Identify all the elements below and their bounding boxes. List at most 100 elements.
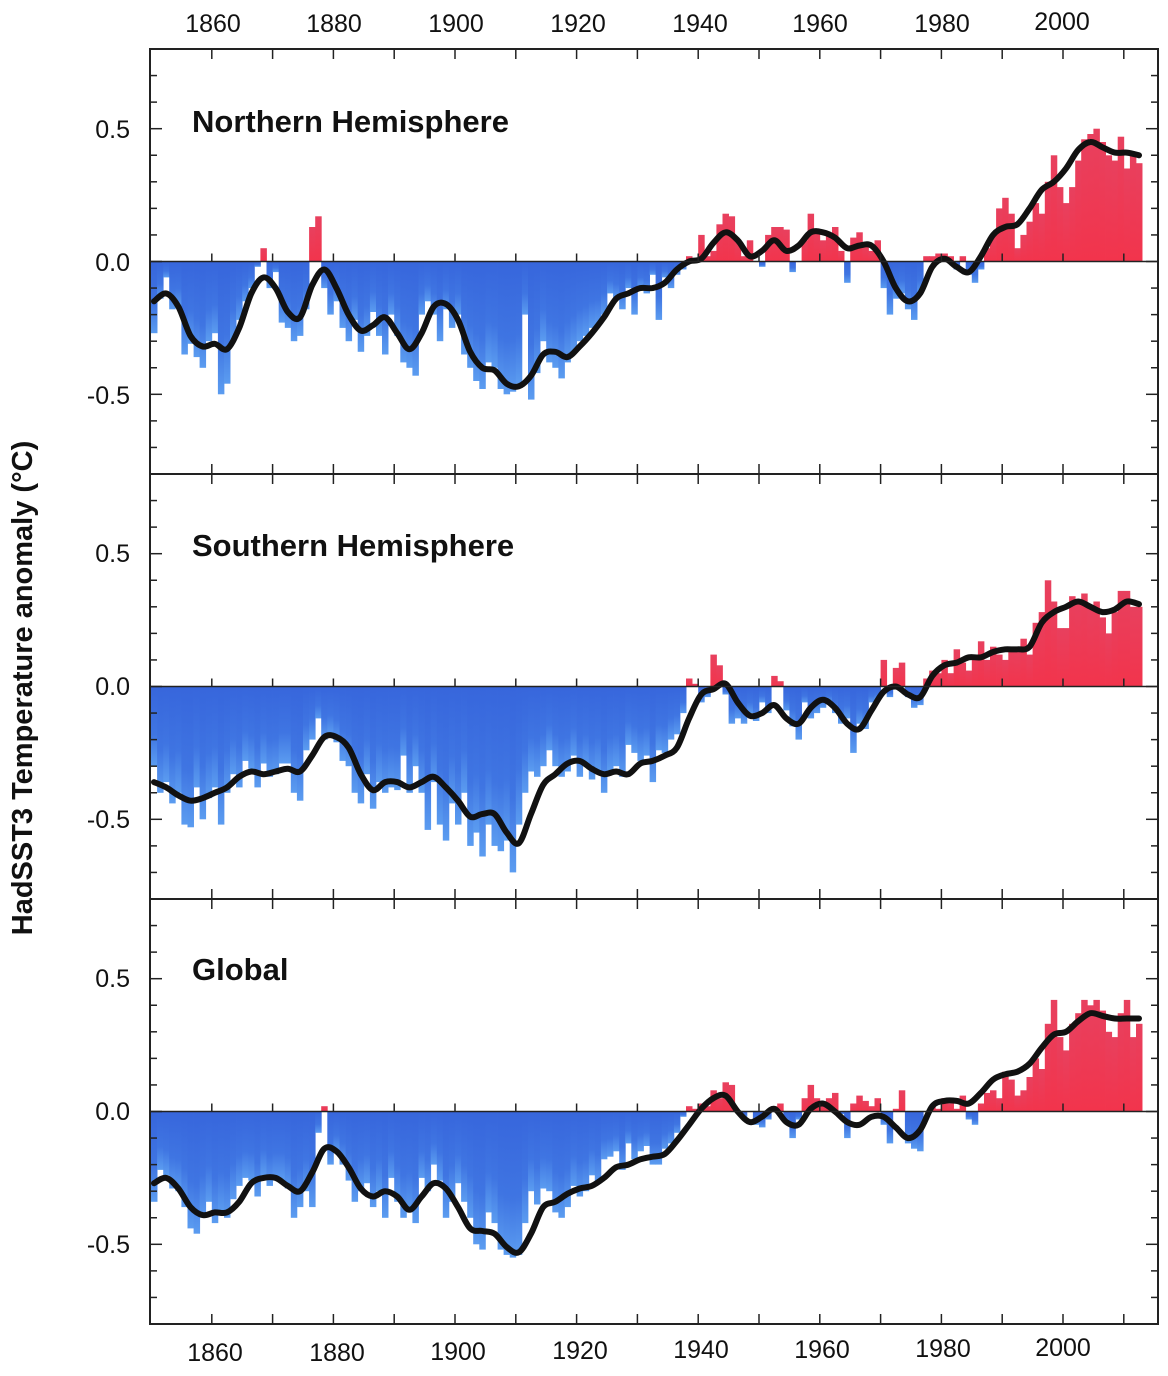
anomaly-bar <box>582 686 590 767</box>
anomaly-bar <box>1038 612 1046 687</box>
anomaly-bar <box>1111 1037 1119 1112</box>
anomaly-bar <box>1093 128 1100 262</box>
anomaly-bar <box>886 261 894 315</box>
anomaly-bar <box>880 261 888 289</box>
anomaly-bar <box>746 686 754 714</box>
anomaly-bar <box>996 654 1003 687</box>
anomaly-bar <box>904 1111 912 1144</box>
anomaly-bar <box>716 1098 723 1112</box>
anomaly-bar <box>199 261 207 368</box>
anomaly-bar <box>777 681 784 687</box>
anomaly-bar <box>394 686 401 791</box>
anomaly-bar <box>479 686 486 857</box>
anomaly-bar <box>655 261 663 320</box>
anomaly-bar <box>795 686 802 740</box>
anomaly-bar <box>977 641 985 687</box>
x-tick-label: 1940 <box>673 1336 729 1364</box>
anomaly-bar <box>625 1111 632 1144</box>
anomaly-bar <box>485 686 492 825</box>
anomaly-bar <box>382 686 389 793</box>
x-tick-label: 1900 <box>430 1338 486 1366</box>
anomaly-bar <box>1075 1013 1082 1112</box>
anomaly-bar <box>479 1111 486 1250</box>
anomaly-bar <box>382 261 389 355</box>
anomaly-bar <box>959 662 967 687</box>
anomaly-bar <box>211 1111 219 1224</box>
anomaly-bar <box>862 1100 869 1112</box>
anomaly-bar <box>607 686 614 772</box>
anomaly-bar <box>321 261 328 289</box>
anomaly-bar <box>564 1111 571 1208</box>
anomaly-bar <box>242 686 249 761</box>
anomaly-bar <box>984 659 991 687</box>
anomaly-bar <box>1075 160 1082 262</box>
anomaly-bar <box>418 686 425 793</box>
anomaly-bar <box>400 686 407 756</box>
anomaly-bar <box>321 1106 328 1112</box>
anomaly-bar <box>382 1111 389 1218</box>
anomaly-bar <box>643 686 650 756</box>
anomaly-bar <box>339 1111 346 1165</box>
x-tick-label: 2000 <box>1035 1334 1091 1362</box>
anomaly-bar <box>163 261 170 278</box>
anomaly-bar <box>1002 1071 1009 1112</box>
smooth-line <box>151 598 1142 847</box>
anomaly-bar <box>1136 1023 1143 1112</box>
anomaly-bar <box>692 1108 699 1112</box>
anomaly-bar <box>321 686 328 740</box>
anomaly-bar <box>242 1111 249 1178</box>
anomaly-bar <box>1117 590 1125 687</box>
anomaly-bar <box>868 1106 875 1112</box>
anomaly-bar <box>947 1103 954 1112</box>
smooth-line <box>151 138 1142 390</box>
anomaly-bar <box>363 1111 371 1184</box>
anomaly-bar <box>205 1111 213 1202</box>
anomaly-bar <box>600 261 608 315</box>
anomaly-bar <box>515 1111 523 1255</box>
y-tick-label: -0.5 <box>87 806 130 834</box>
anomaly-bar <box>692 683 699 687</box>
x-tick-label: 1920 <box>550 10 606 38</box>
anomaly-bar <box>211 261 219 334</box>
anomaly-bar <box>613 686 620 767</box>
anomaly-bar <box>892 261 900 299</box>
x-tick-label: 1960 <box>794 1336 850 1364</box>
anomaly-bar <box>217 686 225 825</box>
anomaly-bar <box>892 667 900 687</box>
anomaly-bar <box>807 1084 815 1112</box>
anomaly-bar <box>1123 999 1131 1112</box>
anomaly-bar <box>540 261 547 342</box>
anomaly-bar <box>442 1111 450 1218</box>
anomaly-bar <box>619 1111 626 1170</box>
smooth-lines-layer <box>151 138 1142 1256</box>
anomaly-bar <box>315 686 322 719</box>
anomaly-bar <box>807 686 815 719</box>
anomaly-bar <box>394 261 401 336</box>
anomaly-bar <box>752 686 760 721</box>
anomaly-bar <box>1093 601 1100 687</box>
anomaly-bar <box>436 686 444 825</box>
anomaly-bar <box>941 1098 948 1112</box>
anomaly-bar <box>412 261 419 376</box>
panel-title-global: Global <box>192 952 288 987</box>
anomaly-bar <box>376 1111 383 1192</box>
anomaly-bar <box>898 662 906 687</box>
anomaly-bar <box>564 261 571 363</box>
anomaly-bar <box>181 686 188 825</box>
anomaly-bar <box>977 261 985 270</box>
smooth-line <box>151 1010 1142 1256</box>
anomaly-bar <box>570 686 577 756</box>
anomaly-bar <box>850 1103 857 1112</box>
anomaly-bar <box>290 261 298 342</box>
anomaly-bar <box>296 686 304 801</box>
anomaly-bar <box>990 646 997 687</box>
anomaly-bar <box>1136 163 1143 262</box>
anomaly-bar <box>534 686 541 777</box>
anomaly-bar <box>521 1111 529 1224</box>
anomaly-bar <box>509 1111 517 1258</box>
anomaly-bar <box>838 1111 845 1115</box>
anomaly-bar <box>971 654 979 687</box>
anomaly-bar <box>1105 1031 1113 1112</box>
anomaly-bar <box>278 1111 286 1181</box>
x-tick-label: 1960 <box>792 10 848 38</box>
